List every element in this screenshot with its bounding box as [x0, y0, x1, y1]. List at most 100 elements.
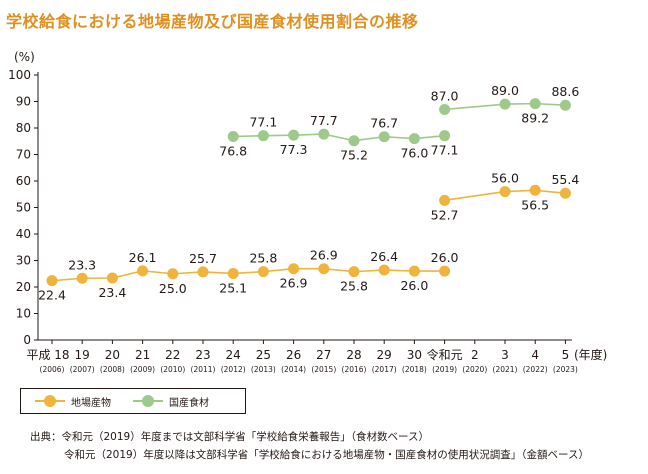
y-tick-label-10: 10 — [16, 307, 31, 321]
source-note: 出典：令和元（2019）年度までは文部科学省「学校給食栄養報告」（食材数ベース）… — [30, 428, 589, 464]
x-tick-label-1: 19 — [75, 348, 90, 362]
data-label-local-13-26.0: 26.0 — [431, 250, 459, 265]
data-label-domestic-17-88.6: 88.6 — [551, 84, 579, 99]
data-label-local-0-22.4: 22.4 — [38, 288, 66, 303]
point-local-13-0 — [439, 265, 451, 277]
x-year-label-15: (2021) — [493, 365, 518, 374]
point-local-16-1 — [529, 184, 541, 196]
data-label-local-17-55.4: 55.4 — [551, 172, 579, 187]
x-year-label-4: (2010) — [160, 365, 185, 374]
series-line-domestic-1 — [444, 102, 566, 111]
x-tick-label-8: 26 — [286, 348, 301, 362]
point-domestic-16-1 — [529, 98, 541, 110]
data-label-local-4-25.0: 25.0 — [159, 281, 187, 296]
x-year-label-8: (2014) — [281, 365, 306, 374]
data-label-local-8-26.9: 26.9 — [280, 276, 308, 291]
x-tick-label-4: 22 — [165, 348, 180, 362]
point-domestic-10-0 — [348, 135, 360, 147]
x-year-label-5: (2011) — [191, 365, 216, 374]
legend-item-local: 地場産物 — [35, 392, 111, 410]
data-label-domestic-12-76.0: 76.0 — [400, 146, 428, 161]
data-label-domestic-11-76.7: 76.7 — [370, 116, 398, 131]
point-local-3-0 — [137, 265, 149, 277]
data-label-local-9-26.9: 26.9 — [310, 248, 338, 263]
x-year-label-9: (2015) — [311, 365, 336, 374]
data-label-domestic-10-75.2: 75.2 — [340, 148, 368, 163]
legend-label-domestic: 国産食材 — [169, 397, 209, 409]
x-tick-label-13: 令和元 — [427, 347, 463, 362]
data-label-domestic-15-89.0: 89.0 — [491, 83, 519, 98]
data-labels: 22.423.323.426.125.025.725.125.826.926.9… — [38, 83, 579, 302]
data-label-local-11-26.4: 26.4 — [370, 249, 398, 264]
x-tick-label-0: 平成 18 — [26, 348, 69, 362]
x-tick-label-3: 21 — [135, 348, 150, 362]
data-label-local-1-23.3: 23.3 — [68, 257, 96, 272]
x-tick-label-17: 5 — [562, 348, 570, 362]
legend-item-domestic: 国産食材 — [133, 392, 209, 410]
data-label-local-5-25.7: 25.7 — [189, 251, 217, 266]
x-year-label-13: (2019) — [432, 365, 457, 374]
legend-marker-local — [44, 395, 56, 407]
y-tick-label-80: 80 — [16, 121, 31, 135]
point-local-13-1 — [439, 194, 451, 206]
x-tick-label-15: 3 — [501, 348, 509, 362]
point-local-15-1 — [499, 186, 511, 198]
x-year-label-16: (2022) — [523, 365, 548, 374]
axes: 0 10 20 30 40 50 60 70 80 90 100 (%) 平成 18 (2006) 19 (2… — [8, 50, 607, 374]
data-label-domestic-8-77.3: 77.3 — [280, 142, 308, 157]
point-domestic-6-0 — [227, 130, 239, 142]
y-tick-label-20: 20 — [16, 280, 31, 294]
point-local-5-0 — [197, 266, 209, 278]
x-tick-label-5: 23 — [195, 348, 210, 362]
point-domestic-15-1 — [499, 98, 511, 110]
point-local-9-0 — [318, 263, 330, 275]
x-axis-label: (年度) — [574, 347, 607, 362]
point-domestic-9-0 — [318, 128, 330, 140]
x-tick-label-12: 30 — [407, 348, 422, 362]
point-local-7-0 — [257, 266, 269, 278]
source-line-1: 出典：令和元（2019）年度までは文部科学省「学校給食栄養報告」（食材数ベース） — [30, 431, 429, 443]
point-local-1-0 — [76, 272, 88, 284]
chart-title: 学校給食における地場産物及び国産食材使用割合の推移 — [6, 12, 419, 31]
data-label-domestic-13-77.1: 77.1 — [431, 143, 459, 158]
point-local-8-0 — [288, 263, 300, 275]
point-local-4-0 — [167, 268, 179, 280]
point-local-17-1 — [559, 187, 571, 199]
legend-marker-domestic — [142, 395, 154, 407]
x-tick-label-7: 25 — [256, 348, 271, 362]
y-tick-label-0: 0 — [23, 333, 31, 347]
legend-swatch-domestic — [133, 395, 163, 407]
data-label-local-12-26.0: 26.0 — [400, 278, 428, 293]
x-tick-label-9: 27 — [316, 348, 331, 362]
data-label-local-2-23.4: 23.4 — [98, 285, 126, 300]
x-tick-label-11: 29 — [377, 348, 392, 362]
x-year-label-17: (2023) — [553, 365, 578, 374]
y-tick-label-100: 100 — [8, 68, 31, 82]
x-tick-label-10: 28 — [346, 348, 361, 362]
x-tick-label-14: 2 — [471, 348, 479, 362]
point-domestic-7-0 — [257, 130, 269, 142]
x-year-label-14: (2020) — [462, 365, 487, 374]
point-local-6-0 — [227, 267, 239, 279]
data-label-local-6-25.1: 25.1 — [219, 280, 247, 295]
data-label-local-7-25.8: 25.8 — [249, 251, 277, 266]
point-domestic-13-1 — [439, 103, 451, 115]
y-tick-label-40: 40 — [16, 227, 31, 241]
line-chart: 0 10 20 30 40 50 60 70 80 90 100 (%) 平成 18 (2006) 19 (2… — [8, 50, 607, 374]
legend: 地場産物 国産食材 — [20, 388, 246, 414]
y-tick-label-60: 60 — [16, 174, 31, 188]
point-domestic-12-0 — [408, 133, 420, 145]
y-tick-label-90: 90 — [16, 95, 31, 109]
x-tick-label-16: 4 — [531, 348, 539, 362]
data-label-local-15-56.0: 56.0 — [491, 171, 519, 186]
data-label-local-16-56.5: 56.5 — [521, 197, 549, 212]
source-line-2: 令和元（2019）年度以降は文部科学省「学校給食における地場産物・国産食材の使用… — [64, 449, 589, 461]
data-label-domestic-6-76.8: 76.8 — [219, 143, 247, 158]
x-tick-label-2: 20 — [105, 348, 120, 362]
x-year-label-11: (2017) — [372, 365, 397, 374]
data-label-domestic-13-87.0: 87.0 — [431, 88, 459, 103]
x-year-label-0: (2006) — [40, 365, 65, 374]
x-year-label-10: (2016) — [342, 365, 367, 374]
point-domestic-13-0 — [439, 130, 451, 142]
x-year-label-3: (2009) — [130, 365, 155, 374]
